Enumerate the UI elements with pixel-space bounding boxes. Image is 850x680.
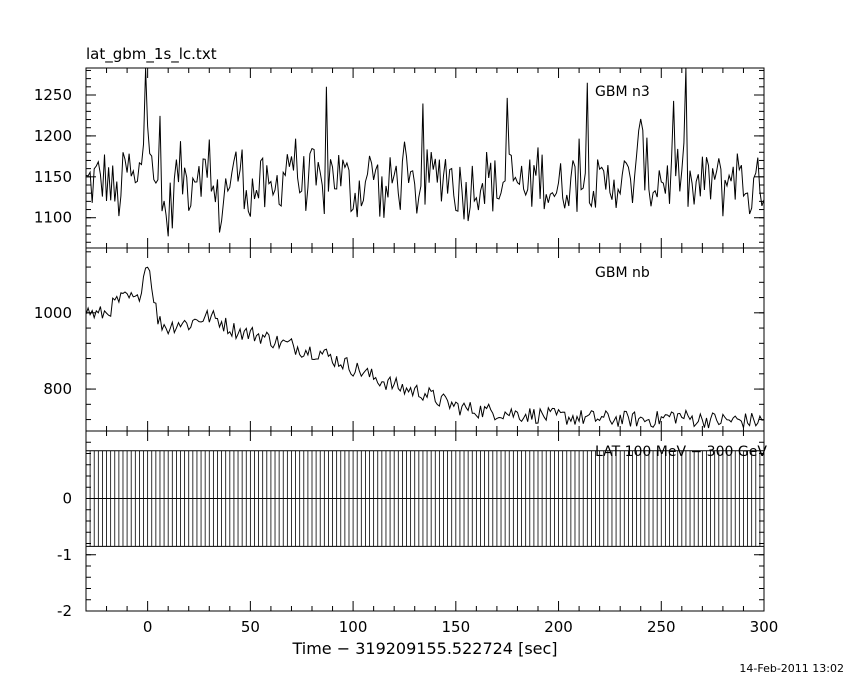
x-tick-label: 200 <box>544 618 573 636</box>
y-tick-label: 1150 <box>34 168 72 186</box>
chart-title: lat_gbm_1s_lc.txt <box>86 45 217 63</box>
panel-label-top: GBM n3 <box>595 84 650 100</box>
y-tick-label: 1000 <box>34 304 72 322</box>
y-tick-label: 1100 <box>34 209 72 227</box>
series-line-middle <box>85 266 765 429</box>
y-tick-label: -1 <box>57 546 72 564</box>
y-tick-label: -2 <box>57 602 72 620</box>
y-tick-label: 1250 <box>34 86 72 104</box>
timestamp: 14-Feb-2011 13:02 <box>739 662 844 675</box>
y-tick-label: 1200 <box>34 127 72 145</box>
panel-label-bottom: LAT 100 MeV − 300 GeV <box>595 444 767 460</box>
panel-label-middle: GBM nb <box>595 265 650 281</box>
panel-frame-middle <box>85 247 765 432</box>
x-tick-label: 0 <box>143 618 153 636</box>
x-axis-label: Time − 319209155.522724 [sec] <box>292 639 558 658</box>
x-tick-label: 300 <box>750 618 779 636</box>
x-tick-label: 250 <box>647 618 676 636</box>
y-tick-label: 800 <box>43 380 72 398</box>
series-line-top <box>85 67 765 237</box>
x-tick-label: 50 <box>241 618 260 636</box>
panel-frame-top <box>85 67 765 249</box>
x-tick-label: 150 <box>441 618 470 636</box>
x-tick-label: 100 <box>339 618 368 636</box>
y-tick-label: 0 <box>62 490 72 508</box>
